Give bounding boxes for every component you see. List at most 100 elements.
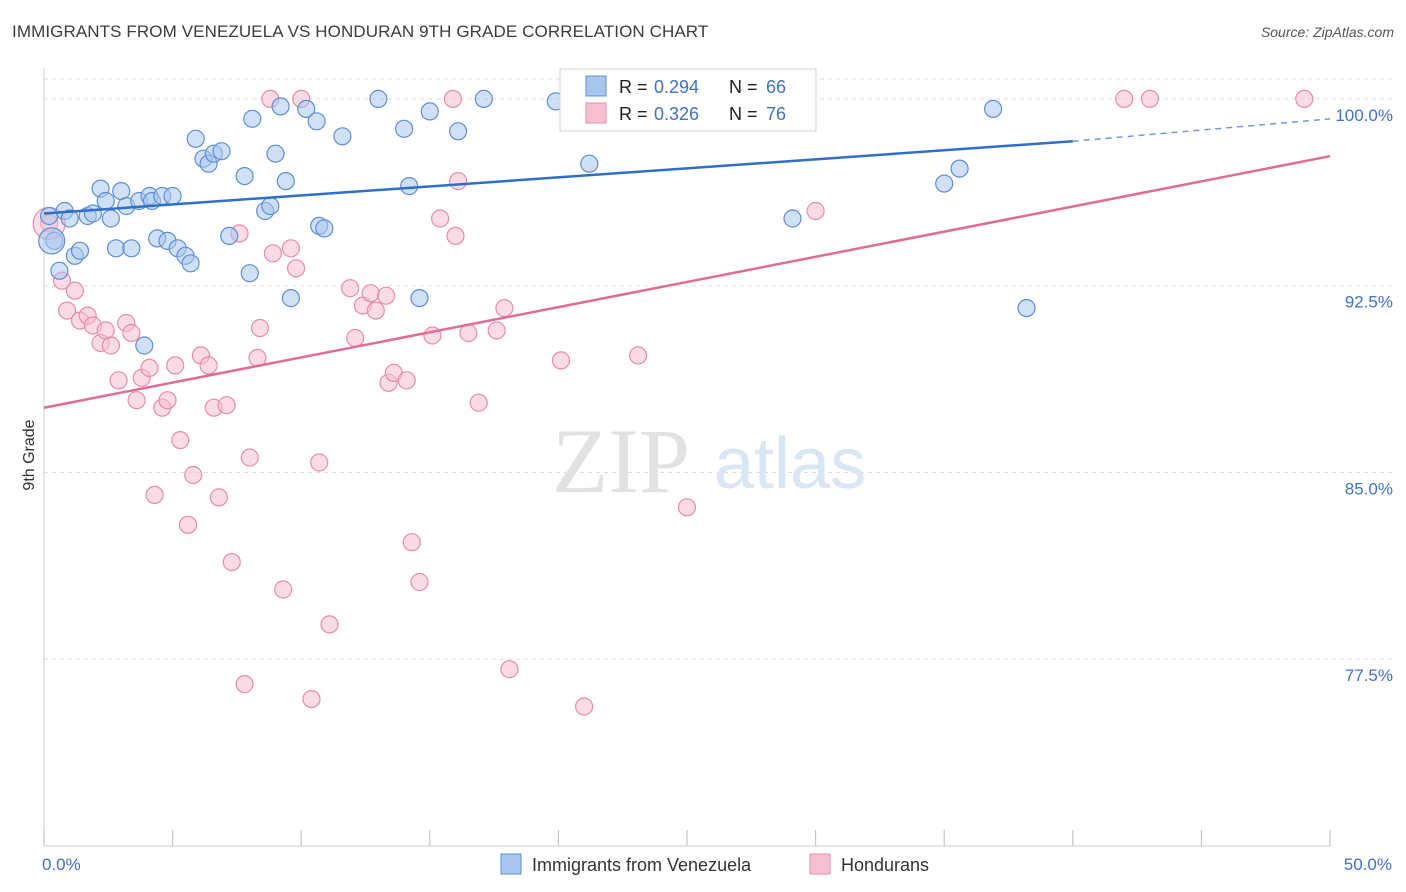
blue-point-60 [1017,299,1036,318]
pink-point-46 [361,284,380,303]
blue-point-4 [60,209,79,228]
blue-series-points [38,89,1036,355]
blue-point-50 [410,289,429,308]
blue-point-48 [395,119,414,138]
pink-point-48 [377,286,396,305]
pink-point-20 [171,431,190,450]
y-tick-label-0: 100.0% [1335,106,1393,125]
stats-legend-r-label-pink: R = [619,104,648,124]
blue-point-58 [950,159,969,178]
y-tick-label-3: 77.5% [1345,666,1393,685]
pink-point-63 [500,660,519,679]
blue-point-51 [420,102,439,121]
series-legend-swatch-blue[interactable] [500,853,522,875]
blue-cluster-point [38,227,66,255]
pink-point-16 [145,485,164,504]
pink-point-33 [250,318,270,338]
blue-trend-extension [1072,118,1331,143]
pink-point-38 [287,259,306,278]
blue-point-0 [39,206,59,226]
blue-point-17 [135,336,154,355]
pink-point-55 [431,209,450,228]
tick-layer [43,830,1331,846]
pink-point-42 [320,615,339,634]
series-legend-label-blue[interactable]: Immigrants from Venezuela [532,855,752,875]
blue-point-41 [281,289,300,308]
pink-point-31 [240,448,259,467]
pink-point-52 [402,533,421,552]
blue-point-56 [783,209,802,228]
blue-point-52 [449,122,468,141]
stats-legend-swatch-blue [585,75,607,97]
series-legend-swatch-pink[interactable] [809,853,831,875]
blue-point-2 [50,261,69,280]
blue-trend-line [43,140,1073,215]
pink-point-61 [487,321,506,340]
pink-point-44 [346,328,365,348]
blue-point-12 [106,239,126,258]
blue-point-49 [400,177,419,196]
pink-point-35 [263,244,282,263]
blue-point-40 [276,172,295,191]
pink-point-43 [341,279,360,298]
pink-trend-line [43,154,1331,409]
pink-point-26 [209,488,228,507]
blue-point-34 [240,264,259,283]
watermark: ZIP atlas [552,410,866,512]
watermark-atlas: atlas [714,424,866,504]
blue-point-26 [181,254,200,273]
blue-point-47 [369,89,388,109]
pink-point-22 [184,465,203,485]
stats-legend-r-value-pink: 0.326 [654,104,699,124]
blue-point-23 [163,186,182,206]
blue-point-27 [186,129,205,148]
pink-point-15 [140,358,159,377]
stats-legend-r-label-blue: R = [619,77,648,97]
blue-point-38 [266,144,285,163]
pink-point-30 [235,674,254,694]
series-legend-label-pink[interactable]: Hondurans [841,855,929,875]
blue-point-57 [935,174,954,193]
blue-point-53 [474,89,493,109]
pink-point-19 [166,356,185,375]
pink-point-58 [449,172,468,191]
x-tick-label-max: 50.0% [1344,855,1392,874]
pink-point-18 [158,391,177,410]
pink-point-64 [551,351,571,370]
blue-point-42 [297,99,316,119]
blue-point-35 [243,109,262,128]
y-axis-title: 9th Grade [21,419,38,490]
pink-point-60 [469,393,488,412]
stats-legend-n-value-blue: 66 [766,77,786,97]
blue-point-32 [220,226,239,245]
pink-point-13 [127,391,146,410]
pink-point-71 [1140,89,1160,109]
blue-point-37 [261,196,280,216]
pink-point-57 [446,226,465,245]
stats-legend-n-value-pink: 76 [766,104,786,124]
pink-point-66 [628,346,648,365]
watermark-zip: ZIP [552,410,690,512]
pink-point-2 [57,301,77,320]
pink-point-3 [65,281,85,300]
stats-legend-n-label-blue: N = [729,77,758,97]
blue-point-10 [96,191,115,211]
pink-point-62 [495,299,514,318]
pink-point-12 [122,323,141,343]
pink-point-9 [101,336,121,355]
blue-point-33 [235,167,254,186]
pink-point-36 [274,580,293,599]
pink-point-70 [1115,89,1134,109]
blue-point-6 [70,241,90,260]
pink-point-51 [397,371,416,390]
blue-point-46 [333,127,352,146]
y-tick-label-1: 92.5% [1345,293,1393,312]
pink-point-69 [806,201,825,221]
stats-legend-n-label-pink: N = [729,104,758,124]
pink-point-47 [366,301,385,320]
pink-point-27 [217,396,236,415]
x-tick-label-min: 0.0% [42,855,81,874]
pink-point-65 [574,697,594,716]
pink-point-21 [178,515,198,534]
